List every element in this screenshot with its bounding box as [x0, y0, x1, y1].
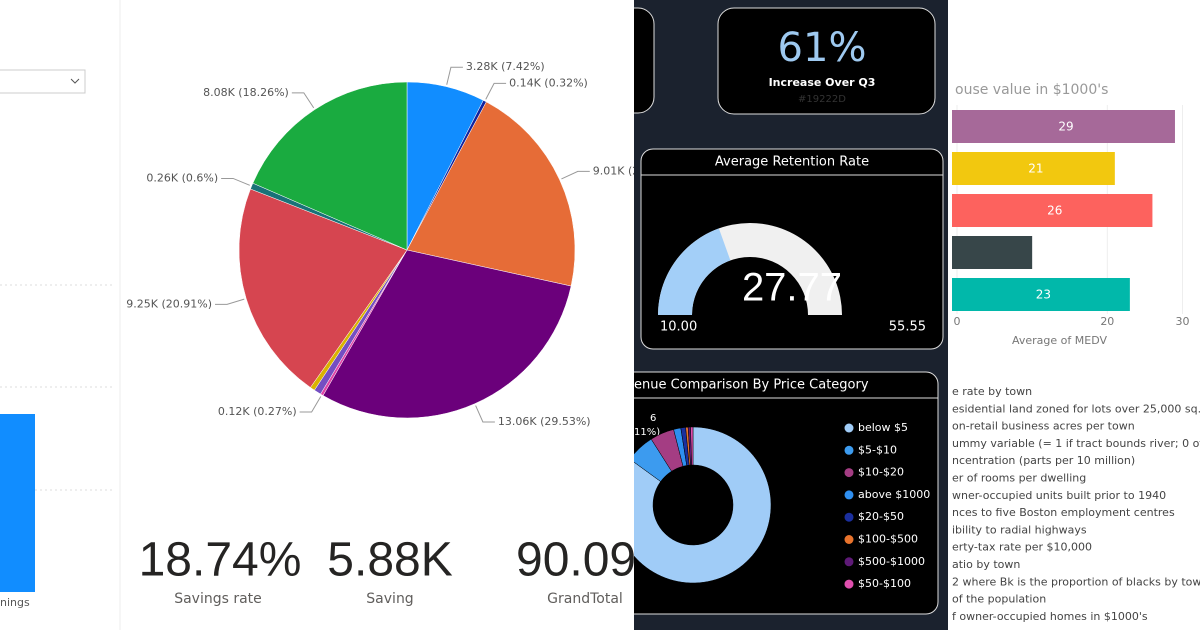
- legend-swatch: [844, 423, 854, 433]
- x-axis-label: Average of MEDV: [1012, 334, 1107, 347]
- leader-line: [221, 177, 250, 186]
- slice-label: 13.06K (29.53%): [498, 415, 591, 428]
- description: er of rooms per dwelling: [952, 472, 1086, 485]
- legend-label: $5-$10: [858, 443, 897, 456]
- description: atio by town: [952, 558, 1020, 571]
- card-value: 61%: [778, 25, 867, 71]
- donut-slice: [634, 426, 772, 584]
- legend-swatch: [844, 468, 854, 478]
- description: of the population: [952, 593, 1046, 606]
- description: on-retail business acres per town: [952, 420, 1135, 433]
- kpi-label: Savings rate: [174, 591, 262, 607]
- gauge-value: 27.77: [742, 266, 842, 310]
- legend-label: below $5: [858, 421, 908, 434]
- description: esidential land zoned for lots over 25,0…: [952, 402, 1200, 415]
- bar-label: 29: [1058, 120, 1073, 134]
- legend-label: $20-$50: [858, 510, 904, 523]
- leader-line: [299, 396, 322, 413]
- axis-label: nings: [0, 596, 30, 609]
- dark-panel: 61% Increase Over Q3 #19222D Average Ret…: [634, 0, 948, 630]
- slice-label: 0.14K (0.32%): [509, 76, 588, 89]
- gauge-max: 55.55: [889, 320, 926, 335]
- kpi-value: 5.88K: [327, 534, 452, 587]
- bar: [0, 414, 35, 592]
- donut-title: enue Comparison By Price Category: [634, 378, 869, 393]
- description-list: e rate by town esidential land zoned for …: [952, 385, 1200, 623]
- description: ibility to radial highways: [952, 523, 1087, 536]
- bar: [952, 236, 1033, 269]
- leader-line: [291, 92, 315, 109]
- legend-swatch: [844, 445, 854, 455]
- legend-swatch: [844, 490, 854, 500]
- pie-slice: [406, 101, 576, 287]
- slice-label: 0.12K (0.27%): [218, 405, 297, 418]
- slice-label: 9.25K (20.91%): [126, 297, 212, 310]
- legend-label: $100-$500: [858, 533, 918, 546]
- slice-label: 8.08K (18.26%): [203, 86, 289, 99]
- pie-slice: [252, 81, 408, 251]
- gauge: [658, 223, 842, 315]
- description: ummy variable (= 1 if tract bounds river…: [952, 437, 1200, 450]
- bar: [952, 194, 1153, 227]
- leader-line: [215, 298, 245, 305]
- pie-chart: 3.28K (7.42%) 0.14K (0.32%) 9.01K (20 13.06…: [126, 60, 647, 428]
- legend-label: above $1000: [858, 488, 930, 501]
- gauge-title: Average Retention Rate: [715, 155, 869, 170]
- description: 2 where Bk is the proportion of blacks b…: [952, 575, 1200, 588]
- slice-label: 9.01K (20: [593, 164, 647, 177]
- leader-line: [485, 82, 507, 100]
- kpi-label: Saving: [366, 591, 413, 607]
- card-label: Increase Over Q3: [769, 76, 876, 89]
- kpi-value: 18.74%: [139, 534, 302, 587]
- bar-chart: 0 20 30 29 21 26 23: [952, 105, 1189, 328]
- bar: [952, 110, 1175, 143]
- bar-label: 26: [1047, 204, 1062, 218]
- gauge-min: 10.00: [660, 320, 697, 335]
- gauge-fill: [658, 228, 731, 315]
- x-tick-label: 20: [1100, 315, 1114, 328]
- x-tick-label: 0: [954, 315, 961, 328]
- leader-line: [475, 405, 495, 423]
- pie-slice: [322, 249, 572, 419]
- bar: [952, 152, 1115, 185]
- donut-chart: below $5 $5-$10 $10-$20 above $1000 $20-$50 $…: [634, 421, 930, 590]
- kpi-value: 90.09: [516, 534, 636, 587]
- slice-label: 3.28K (7.42%): [466, 60, 545, 73]
- bar-label: 21: [1028, 162, 1043, 176]
- bar-label: 23: [1036, 288, 1051, 302]
- card-note: #19222D: [798, 94, 846, 105]
- pie-slice: [238, 188, 408, 388]
- kpi-label: GrandTotal: [547, 591, 623, 607]
- description: e rate by town: [952, 385, 1032, 398]
- description: wner-occupied units built prior to 1940: [952, 489, 1166, 502]
- kpi-row: 18.74% Savings rate 5.88K Saving 90.09 G…: [139, 534, 636, 607]
- description: f owner-occupied homes in $1000's: [952, 610, 1148, 623]
- legend-label: $50-$100: [858, 577, 911, 590]
- legend-swatch: [844, 512, 854, 522]
- card: [634, 7, 655, 114]
- leader-line: [561, 170, 590, 180]
- description: erty-tax rate per $10,000: [952, 541, 1092, 554]
- chevron: [70, 78, 80, 84]
- legend-label: $500-$1000: [858, 555, 925, 568]
- x-tick-label: 30: [1175, 315, 1189, 328]
- bar-chart-title: ouse value in $1000's: [955, 82, 1108, 98]
- legend-swatch: [844, 579, 854, 589]
- legend-label: $10-$20: [858, 466, 904, 479]
- dropdown[interactable]: [0, 69, 86, 94]
- donut-annotation: 11%): [634, 427, 660, 438]
- donut-annotation: 6: [650, 413, 656, 424]
- slice-label: 0.26K (0.6%): [146, 171, 218, 184]
- legend-swatch: [844, 557, 854, 567]
- description: ncentration (parts per 10 million): [952, 454, 1135, 467]
- legend-swatch: [844, 535, 854, 544]
- card: [717, 7, 936, 115]
- description: nces to five Boston employment centres: [952, 506, 1175, 519]
- leader-line: [446, 66, 463, 85]
- donut-slice: [690, 426, 694, 466]
- bar: [952, 278, 1130, 311]
